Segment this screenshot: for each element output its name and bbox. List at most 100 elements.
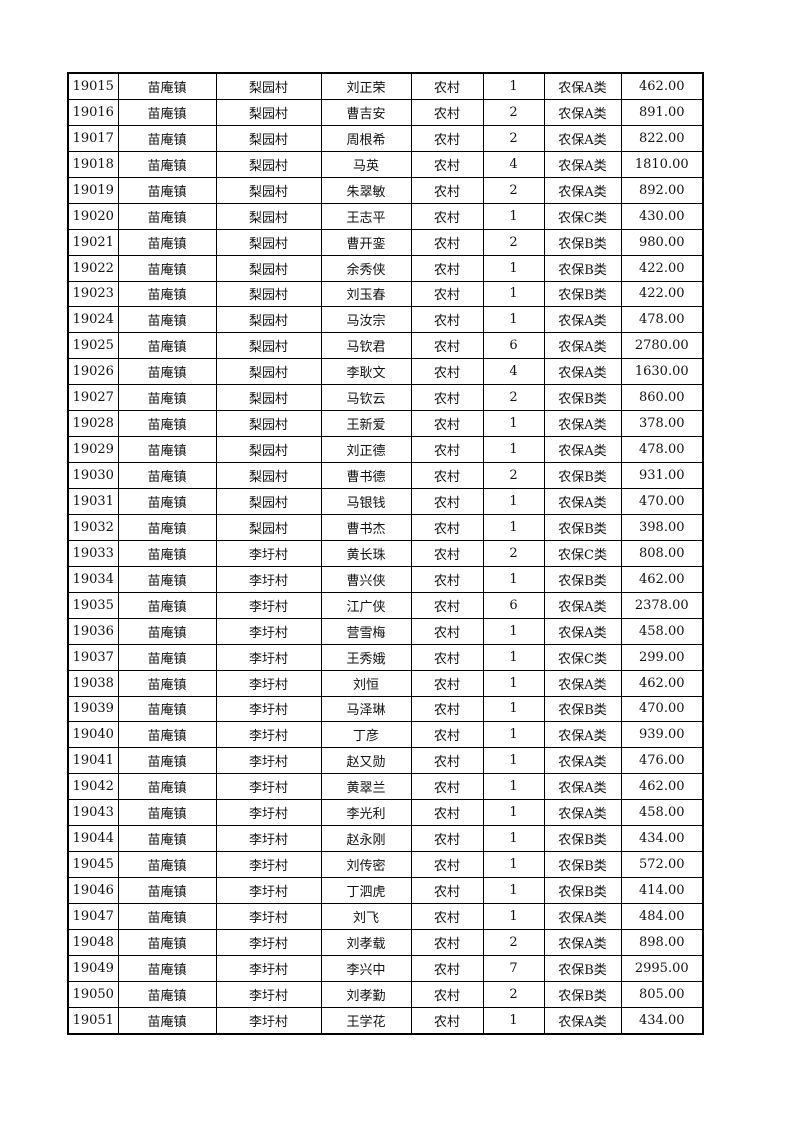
- cell-town: 苗庵镇: [117, 1006, 217, 1035]
- cell-person-name: 李耿文: [320, 358, 412, 386]
- cell-person-name: 马泽琳: [320, 695, 412, 723]
- cell-record-id: 19037: [67, 643, 119, 671]
- cell-insurance-category: 农保A类: [543, 747, 622, 775]
- cell-amount: 434.00: [620, 825, 704, 853]
- table-row: 19041 苗庵镇 李圩村 赵又勋 农村 1 农保A类 476.00: [67, 747, 704, 775]
- table-row: 19034 苗庵镇 李圩村 曹兴侠 农村 1 农保B类 462.00: [67, 565, 704, 593]
- cell-village: 李圩村: [215, 773, 322, 801]
- cell-town: 苗庵镇: [117, 721, 217, 749]
- cell-town: 苗庵镇: [117, 98, 217, 126]
- cell-amount: 1810.00: [620, 150, 704, 178]
- cell-insurance-category: 农保A类: [543, 799, 622, 827]
- cell-insurance-category: 农保A类: [543, 617, 622, 645]
- table-row: 19030 苗庵镇 梨园村 曹书德 农村 2 农保B类 931.00: [67, 462, 704, 489]
- cell-household-type: 农村: [410, 358, 484, 386]
- table-row: 19019 苗庵镇 梨园村 朱翠敏 农村 2 农保A类 892.00: [67, 176, 704, 204]
- table-row: 19039 苗庵镇 李圩村 马泽琳 农村 1 农保B类 470.00: [67, 695, 704, 723]
- cell-person-name: 马钦君: [320, 332, 412, 360]
- cell-household-type: 农村: [410, 306, 484, 334]
- cell-member-count: 2: [482, 462, 545, 489]
- cell-member-count: 1: [482, 747, 545, 775]
- cell-record-id: 19020: [67, 202, 119, 230]
- cell-insurance-category: 农保A类: [543, 721, 622, 749]
- cell-amount: 2995.00: [620, 954, 704, 982]
- cell-insurance-category: 农保B类: [543, 565, 622, 593]
- cell-town: 苗庵镇: [117, 358, 217, 386]
- cell-insurance-category: 农保B类: [543, 513, 622, 541]
- cell-insurance-category: 农保A类: [543, 306, 622, 334]
- cell-town: 苗庵镇: [117, 513, 217, 541]
- cell-member-count: 1: [482, 643, 545, 671]
- cell-village: 李圩村: [215, 591, 322, 619]
- cell-town: 苗庵镇: [117, 591, 217, 619]
- cell-person-name: 周根希: [320, 124, 412, 152]
- cell-insurance-category: 农保A类: [543, 1006, 622, 1035]
- cell-household-type: 农村: [410, 669, 484, 697]
- cell-household-type: 农村: [410, 280, 484, 308]
- cell-record-id: 19047: [67, 903, 119, 930]
- table-row: 19051 苗庵镇 李圩村 王学花 农村 1 农保A类 434.00: [67, 1006, 704, 1035]
- cell-record-id: 19042: [67, 773, 119, 801]
- cell-person-name: 刘飞: [320, 903, 412, 930]
- cell-record-id: 19034: [67, 565, 119, 593]
- cell-person-name: 马汝宗: [320, 306, 412, 334]
- table-row: 19018 苗庵镇 梨园村 马英 农村 4 农保A类 1810.00: [67, 150, 704, 178]
- table-row: 19036 苗庵镇 李圩村 营雪梅 农村 1 农保A类 458.00: [67, 617, 704, 645]
- cell-town: 苗庵镇: [117, 436, 217, 464]
- cell-record-id: 19035: [67, 591, 119, 619]
- cell-town: 苗庵镇: [117, 747, 217, 775]
- cell-village: 梨园村: [215, 488, 322, 515]
- table-row: 19029 苗庵镇 梨园村 刘正德 农村 1 农保A类 478.00: [67, 436, 704, 464]
- cell-amount: 484.00: [620, 903, 704, 930]
- cell-record-id: 19015: [67, 72, 119, 100]
- table-row: 19043 苗庵镇 李圩村 李光利 农村 1 农保A类 458.00: [67, 799, 704, 827]
- cell-town: 苗庵镇: [117, 928, 217, 956]
- cell-person-name: 曹书德: [320, 462, 412, 489]
- cell-person-name: 马钦云: [320, 384, 412, 412]
- cell-member-count: 1: [482, 488, 545, 515]
- cell-amount: 478.00: [620, 436, 704, 464]
- cell-amount: 2378.00: [620, 591, 704, 619]
- cell-person-name: 黄翠兰: [320, 773, 412, 801]
- cell-household-type: 农村: [410, 98, 484, 126]
- cell-record-id: 19046: [67, 877, 119, 904]
- table-row: 19024 苗庵镇 梨园村 马汝宗 农村 1 农保A类 478.00: [67, 306, 704, 334]
- cell-town: 苗庵镇: [117, 799, 217, 827]
- cell-village: 梨园村: [215, 280, 322, 308]
- cell-record-id: 19045: [67, 851, 119, 879]
- cell-person-name: 李兴中: [320, 954, 412, 982]
- table-row: 19040 苗庵镇 李圩村 丁彦 农村 1 农保A类 939.00: [67, 721, 704, 749]
- cell-town: 苗庵镇: [117, 980, 217, 1008]
- cell-village: 梨园村: [215, 202, 322, 230]
- cell-village: 李圩村: [215, 617, 322, 645]
- cell-insurance-category: 农保C类: [543, 643, 622, 671]
- cell-person-name: 江广侠: [320, 591, 412, 619]
- cell-person-name: 黄长珠: [320, 539, 412, 567]
- cell-member-count: 1: [482, 877, 545, 904]
- cell-insurance-category: 农保B类: [543, 462, 622, 489]
- cell-village: 李圩村: [215, 695, 322, 723]
- cell-amount: 462.00: [620, 669, 704, 697]
- cell-household-type: 农村: [410, 825, 484, 853]
- cell-household-type: 农村: [410, 721, 484, 749]
- cell-household-type: 农村: [410, 254, 484, 282]
- cell-person-name: 刘恒: [320, 669, 412, 697]
- cell-village: 李圩村: [215, 928, 322, 956]
- cell-village: 李圩村: [215, 825, 322, 853]
- cell-record-id: 19027: [67, 384, 119, 412]
- cell-village: 梨园村: [215, 358, 322, 386]
- cell-member-count: 1: [482, 254, 545, 282]
- cell-amount: 898.00: [620, 928, 704, 956]
- cell-household-type: 农村: [410, 462, 484, 489]
- cell-village: 梨园村: [215, 228, 322, 256]
- cell-member-count: 2: [482, 124, 545, 152]
- cell-person-name: 刘孝载: [320, 928, 412, 956]
- cell-insurance-category: 农保A类: [543, 410, 622, 438]
- cell-member-count: 1: [482, 202, 545, 230]
- cell-person-name: 刘孝勤: [320, 980, 412, 1008]
- cell-household-type: 农村: [410, 954, 484, 982]
- cell-person-name: 刘玉春: [320, 280, 412, 308]
- cell-town: 苗庵镇: [117, 306, 217, 334]
- cell-household-type: 农村: [410, 332, 484, 360]
- cell-person-name: 李光利: [320, 799, 412, 827]
